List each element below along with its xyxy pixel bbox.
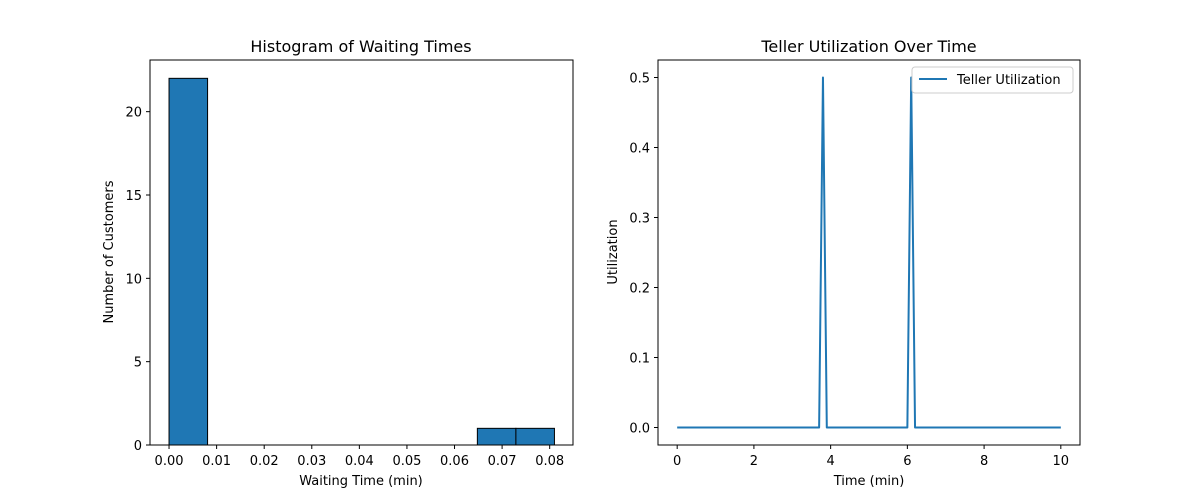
x-tick-label: 0.08 — [535, 454, 564, 469]
x-axis-ticks: 0 2 4 6 8 10 — [673, 445, 1069, 469]
y-tick-label: 0.4 — [629, 142, 650, 157]
utilization-line-series — [677, 76, 1061, 429]
x-axis-label: Time (min) — [833, 474, 905, 489]
x-tick-label: 8 — [980, 454, 988, 469]
chart-title: Histogram of Waiting Times — [250, 37, 471, 56]
y-tick-label: 15 — [125, 189, 142, 204]
histogram-bar — [476, 427, 517, 446]
y-axis-ticks: 0 5 10 15 20 — [125, 106, 150, 454]
x-tick-label: 0.04 — [345, 454, 374, 469]
y-tick-label: 0 — [134, 439, 142, 454]
chart-title: Teller Utilization Over Time — [760, 37, 976, 56]
y-axis-label: Utilization — [606, 219, 621, 284]
x-tick-label: 0.03 — [297, 454, 326, 469]
y-tick-label: 10 — [125, 272, 142, 287]
y-tick-label: 0.0 — [629, 422, 650, 437]
y-tick-label: 0.5 — [629, 72, 650, 87]
y-tick-label: 0.1 — [629, 352, 650, 367]
histogram-bars — [168, 77, 555, 446]
histogram-bar — [515, 427, 555, 446]
x-tick-label: 0.00 — [155, 454, 184, 469]
plot-frame — [657, 59, 1081, 446]
x-tick-label: 0.01 — [202, 454, 231, 469]
histogram-chart: Histogram of Waiting Times 0.00 0.01 0.02 0… — [102, 37, 574, 489]
y-axis-ticks: 0.0 0.1 0.2 0.3 0.4 0.5 — [629, 72, 658, 437]
histogram-bar — [168, 77, 209, 446]
legend-box — [911, 66, 1074, 94]
y-tick-label: 20 — [125, 106, 142, 121]
y-tick-label: 0.2 — [629, 282, 650, 297]
x-tick-label: 4 — [826, 454, 834, 469]
plot-frame — [149, 59, 574, 446]
x-tick-label: 0.06 — [440, 454, 469, 469]
x-tick-label: 0.02 — [250, 454, 279, 469]
x-tick-label: 0 — [673, 454, 681, 469]
legend: Teller Utilization — [911, 66, 1074, 94]
utilization-chart: Teller Utilization Over Time 0 2 4 6 8 10 0.0… — [606, 37, 1081, 489]
x-tick-label: 0.05 — [392, 454, 421, 469]
x-tick-label: 6 — [903, 454, 911, 469]
y-axis-label: Number of Customers — [102, 180, 117, 323]
x-axis-label: Waiting Time (min) — [299, 474, 423, 489]
x-tick-label: 0.07 — [488, 454, 517, 469]
x-tick-label: 2 — [750, 454, 758, 469]
y-tick-label: 0.3 — [629, 212, 650, 227]
x-tick-label: 10 — [1053, 454, 1070, 469]
y-tick-label: 5 — [134, 356, 142, 371]
legend-label: Teller Utilization — [956, 73, 1061, 88]
series-line — [677, 76, 1061, 429]
x-axis-ticks: 0.00 0.01 0.02 0.03 0.04 0.05 0.06 0.07 0.08 — [155, 445, 564, 469]
